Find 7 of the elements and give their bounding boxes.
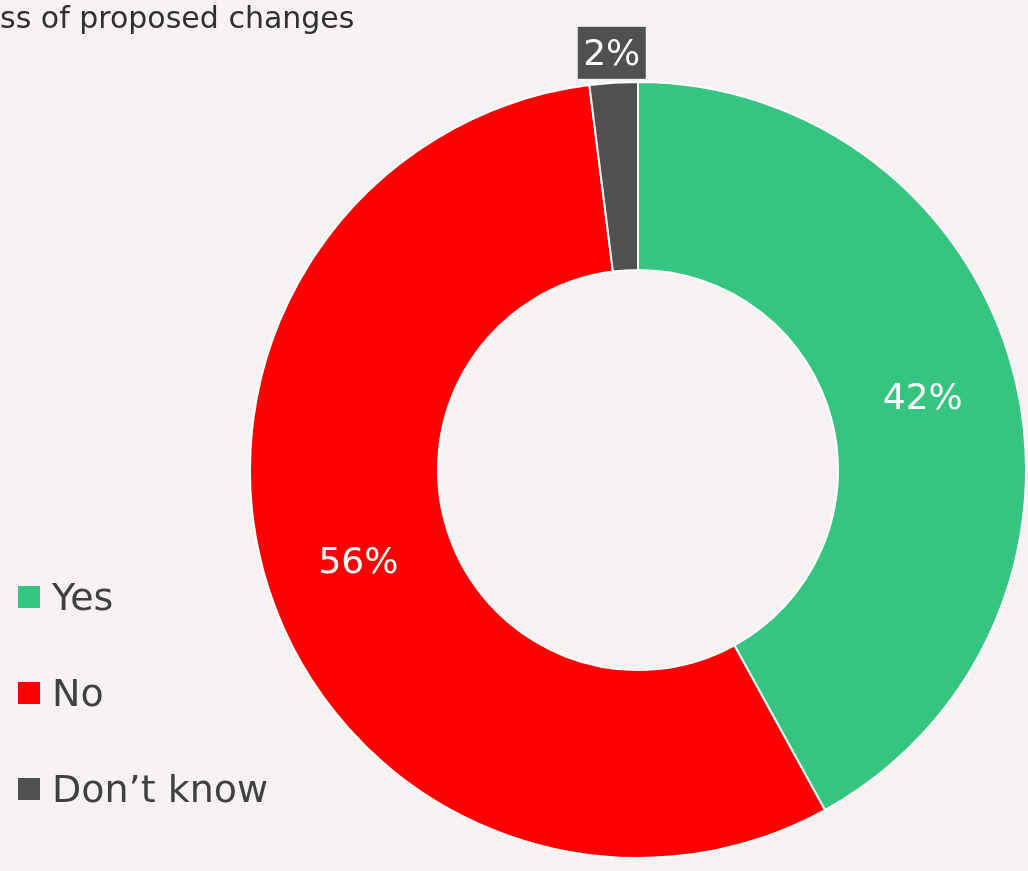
chart-title: ss of proposed changes	[0, 0, 355, 35]
data-label: 2%	[583, 32, 641, 74]
legend-label: No	[52, 671, 104, 715]
data-label: 56%	[318, 540, 399, 582]
legend-label: Don’t know	[52, 767, 269, 811]
legend-label: Yes	[52, 575, 114, 619]
data-label: 42%	[882, 376, 963, 418]
